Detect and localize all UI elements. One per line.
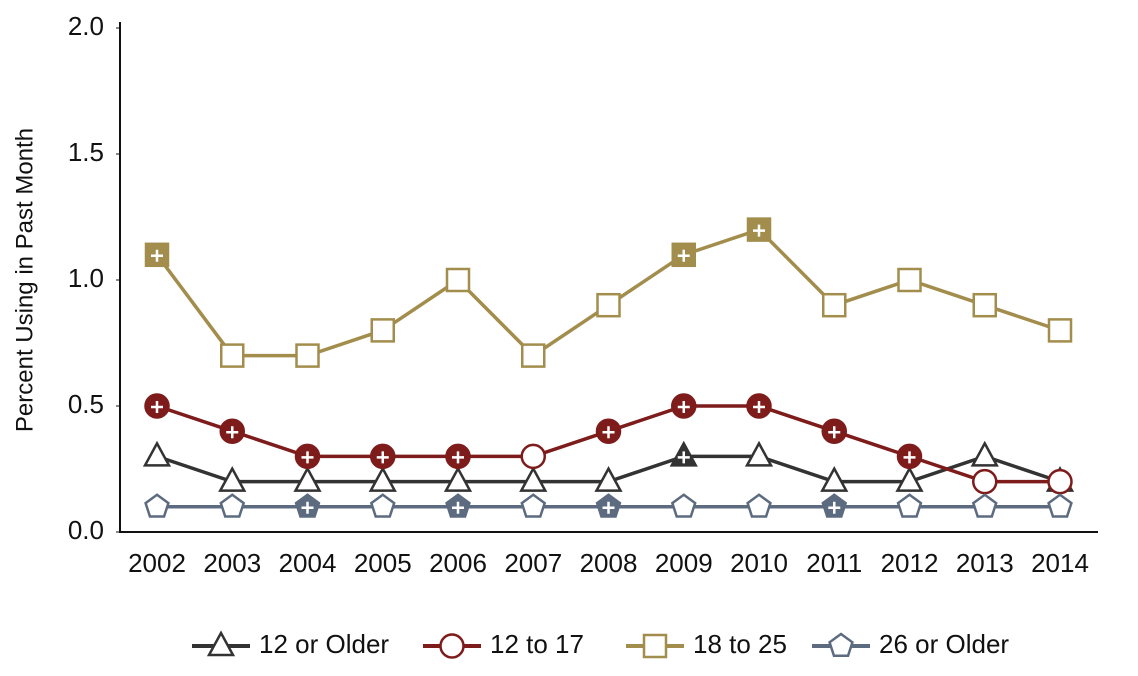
data-point: [369, 493, 396, 518]
legend-label: 18 to 25: [693, 629, 787, 659]
legend-label: 26 or Older: [879, 629, 1009, 659]
x-tick-label: 2010: [730, 548, 788, 578]
x-tick-label: 2007: [504, 548, 562, 578]
data-point: [1047, 468, 1073, 495]
legend-marker: [642, 633, 668, 659]
x-tick-label: 2003: [203, 548, 261, 578]
significance-plus: [903, 451, 916, 464]
significance-plus: [376, 451, 389, 464]
data-point: [293, 465, 322, 492]
y-axis-label: Percent Using in Past Month: [11, 128, 38, 432]
y-tick-label: 0.0: [68, 515, 104, 545]
data-point: [521, 343, 546, 368]
significance-plus: [677, 249, 690, 262]
data-point: [820, 465, 849, 492]
data-point: [295, 343, 320, 368]
data-point: [368, 465, 397, 492]
x-tick-label: 2008: [580, 548, 638, 578]
y-tick-label: 2.0: [68, 11, 104, 41]
significance-plus: [828, 501, 841, 514]
legend-label: 12 or Older: [259, 629, 389, 659]
data-point: [219, 493, 246, 518]
legend-marker: [206, 630, 236, 657]
significance-plus: [602, 501, 615, 514]
significance-plus: [301, 501, 314, 514]
legend-label: 12 to 17: [490, 629, 584, 659]
x-tick-label: 2014: [1031, 548, 1089, 578]
data-point: [370, 318, 395, 343]
significance-plus: [753, 401, 765, 413]
x-tick-label: 2009: [655, 548, 713, 578]
x-tick-label: 2005: [354, 548, 412, 578]
significance-plus: [828, 426, 841, 439]
data-point: [220, 343, 245, 368]
x-tick-label: 2002: [128, 548, 186, 578]
x-tick-label: 2013: [956, 548, 1014, 578]
y-tick-label: 1.5: [68, 137, 104, 167]
x-tick-label: 2004: [279, 548, 337, 578]
data-point: [142, 440, 172, 467]
data-point: [1047, 493, 1073, 518]
data-point: [972, 292, 997, 318]
y-tick-label: 0.5: [68, 389, 104, 419]
x-tick-label: 2011: [806, 548, 862, 578]
data-point: [744, 440, 774, 467]
data-point: [971, 493, 998, 518]
data-point: [144, 493, 170, 518]
data-point: [443, 465, 473, 492]
data-point: [445, 267, 471, 293]
data-point: [218, 465, 247, 492]
significance-plus: [452, 501, 464, 514]
data-point: [822, 292, 847, 318]
data-point: [895, 465, 924, 492]
data-point: [596, 292, 621, 318]
data-point: [1047, 318, 1073, 343]
data-point: [520, 493, 547, 518]
data-point: [670, 493, 697, 518]
significance-plus: [226, 426, 239, 439]
data-point: [594, 465, 623, 492]
significance-plus: [677, 401, 690, 413]
significance-plus: [151, 401, 163, 413]
significance-plus: [677, 451, 690, 464]
data-point: [897, 267, 922, 293]
data-point: [970, 440, 999, 467]
significance-plus: [452, 451, 464, 464]
series-line: [155, 227, 1061, 358]
x-tick-label: 2006: [429, 548, 487, 578]
significance-plus: [602, 426, 615, 439]
data-point: [520, 443, 546, 470]
legend-marker: [828, 632, 854, 657]
data-point: [896, 493, 923, 518]
significance-plus: [753, 224, 765, 237]
significance-plus: [151, 249, 163, 262]
significance-plus: [301, 451, 314, 464]
y-tick-label: 1.0: [68, 263, 104, 293]
legend-marker: [439, 633, 465, 659]
data-point: [519, 465, 548, 492]
x-tick-label: 2012: [881, 548, 939, 578]
data-point: [972, 468, 998, 495]
data-point: [746, 493, 772, 518]
